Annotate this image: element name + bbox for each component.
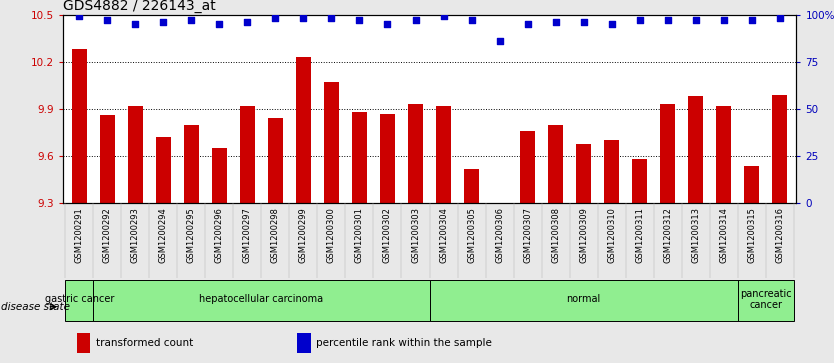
Bar [298,333,310,353]
Text: GSM1200299: GSM1200299 [299,207,308,263]
Point [521,21,535,27]
Point [269,15,282,21]
Point [577,19,590,25]
Point [437,13,450,19]
Bar [72,49,87,203]
Point [717,17,731,23]
Bar [716,106,731,203]
Point [661,17,674,23]
Bar [772,95,787,203]
Bar [65,280,93,321]
Text: GSM1200314: GSM1200314 [719,207,728,263]
Bar [492,203,507,250]
Point [128,21,142,27]
Text: GSM1200303: GSM1200303 [411,207,420,263]
Bar [660,104,676,203]
Point [549,19,562,25]
Bar [688,96,703,203]
Text: percentile rank within the sample: percentile rank within the sample [316,338,491,348]
Bar [744,166,759,203]
Text: GSM1200305: GSM1200305 [467,207,476,263]
Point [605,21,618,27]
Text: GSM1200302: GSM1200302 [383,207,392,263]
Text: GSM1200315: GSM1200315 [747,207,756,263]
Text: GSM1200295: GSM1200295 [187,207,196,263]
Text: hepatocellular carcinoma: hepatocellular carcinoma [199,294,324,305]
Bar [268,118,284,203]
Point [185,17,198,23]
Text: transformed count: transformed count [96,338,193,348]
Text: GSM1200316: GSM1200316 [775,207,784,263]
Text: GSM1200296: GSM1200296 [215,207,224,263]
Bar [430,280,737,321]
Point [73,13,86,19]
Bar [737,280,794,321]
Bar [324,82,339,203]
Point [493,38,506,44]
Point [353,17,366,23]
Bar [156,137,171,203]
Point [409,17,422,23]
Text: GSM1200312: GSM1200312 [663,207,672,263]
Bar [408,104,423,203]
Text: GSM1200304: GSM1200304 [439,207,448,263]
Point [213,21,226,27]
Text: GSM1200311: GSM1200311 [636,207,644,263]
Text: GSM1200307: GSM1200307 [523,207,532,263]
Bar [520,131,535,203]
Bar [436,106,451,203]
Bar [548,125,563,203]
Text: disease state: disease state [1,302,70,312]
Text: pancreatic
cancer: pancreatic cancer [740,289,791,310]
Point [745,17,758,23]
Text: GSM1200301: GSM1200301 [355,207,364,263]
Text: GSM1200310: GSM1200310 [607,207,616,263]
Point [465,17,478,23]
Bar [212,148,227,203]
Text: GSM1200308: GSM1200308 [551,207,560,263]
Bar [632,159,647,203]
Text: normal: normal [566,294,600,305]
Bar [100,115,115,203]
Text: GSM1200292: GSM1200292 [103,207,112,263]
Point [324,15,338,21]
Bar [93,280,430,321]
Bar [239,106,255,203]
Point [689,17,702,23]
Bar [379,114,395,203]
Text: GSM1200291: GSM1200291 [75,207,84,263]
Point [633,17,646,23]
Bar [183,125,199,203]
Text: GSM1200309: GSM1200309 [579,207,588,263]
Text: GSM1200293: GSM1200293 [131,207,140,263]
Text: GSM1200313: GSM1200313 [691,207,700,263]
Bar [575,143,591,203]
Bar [128,106,143,203]
Text: GSM1200298: GSM1200298 [271,207,280,263]
Bar [296,57,311,203]
Point [101,17,114,23]
Text: GDS4882 / 226143_at: GDS4882 / 226143_at [63,0,215,13]
Text: GSM1200300: GSM1200300 [327,207,336,263]
Bar [604,140,620,203]
Bar [352,112,367,203]
Text: gastric cancer: gastric cancer [45,294,114,305]
Text: GSM1200294: GSM1200294 [159,207,168,263]
Point [157,19,170,25]
Point [297,15,310,21]
Bar [78,333,90,353]
Point [773,15,786,21]
Point [381,21,394,27]
Text: GSM1200306: GSM1200306 [495,207,504,263]
Point [241,19,254,25]
Text: GSM1200297: GSM1200297 [243,207,252,263]
Bar [464,169,480,203]
